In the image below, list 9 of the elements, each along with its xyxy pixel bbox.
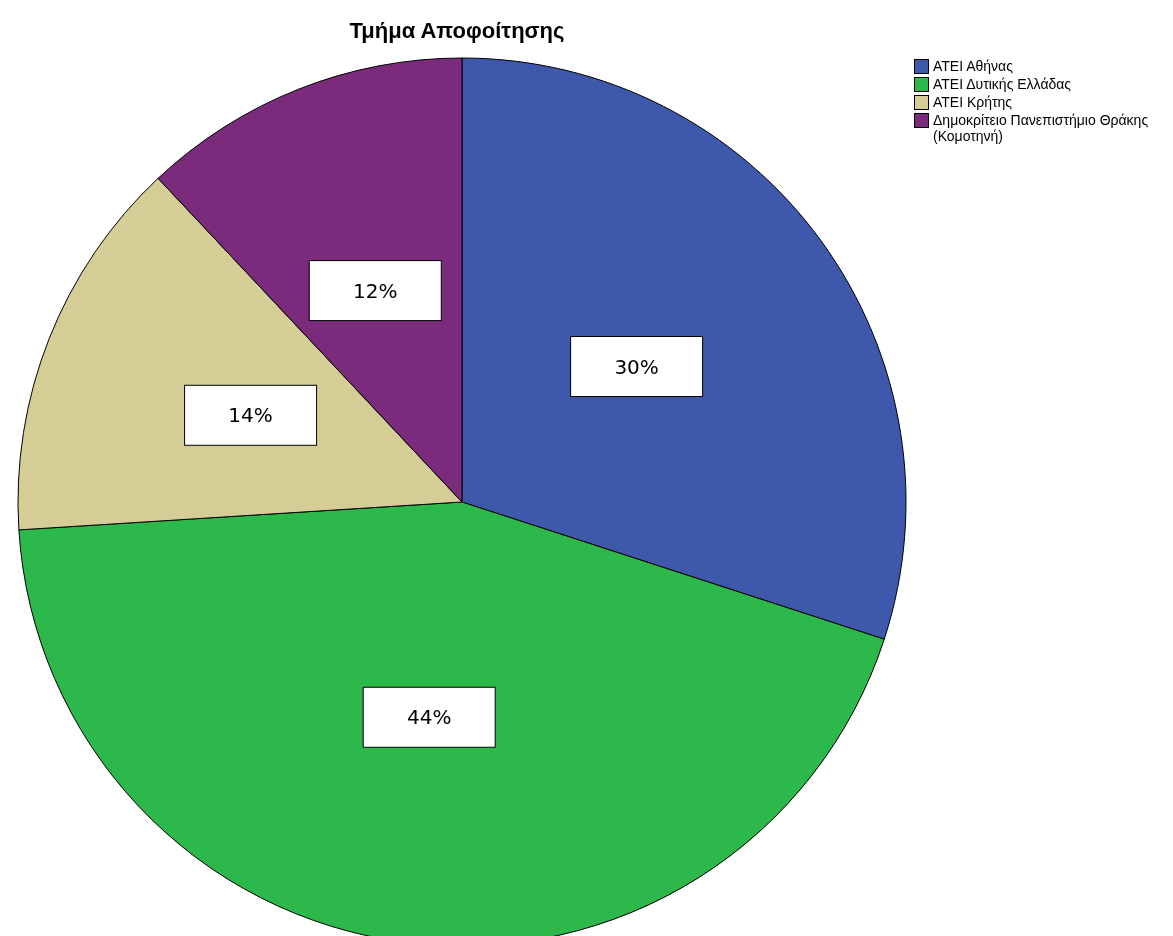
- legend-label: ΑΤΕΙ Αθήνας: [933, 58, 1014, 74]
- legend-label: ΑΤΕΙ Κρήτης: [933, 94, 1014, 110]
- legend-label: ΑΤΕΙ Δυτικής Ελλάδας: [933, 76, 1073, 92]
- chart-title: Τμήμα Αποφοίτησης: [348, 18, 566, 44]
- legend-label: Δημοκρίτειο Πανεπιστήμιο Θράκης (Κομοτηνή): [933, 112, 1150, 144]
- data-label: 14%: [228, 403, 273, 428]
- data-label: 12%: [353, 278, 398, 303]
- data-label: 44%: [406, 705, 452, 730]
- data-label: 30%: [614, 354, 659, 379]
